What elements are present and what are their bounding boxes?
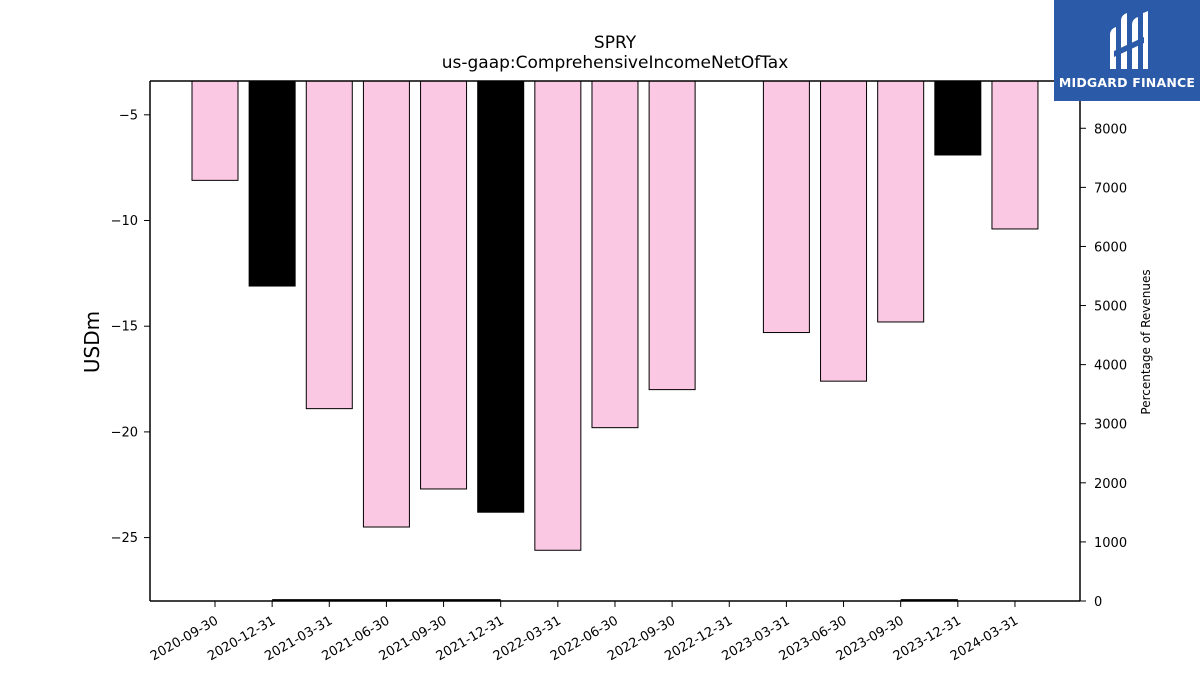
y2-tick-label: 6000 xyxy=(1094,240,1127,255)
y-axis-label: USDm xyxy=(80,311,104,373)
bar-2023-09-30 xyxy=(877,80,925,323)
y2-tick-label: 4000 xyxy=(1094,359,1127,374)
chart-subtitle: us-gaap:ComprehensiveIncomeNetOfTax xyxy=(442,53,789,73)
y-tick-label: −10 xyxy=(111,214,138,229)
bar-2022-06-30 xyxy=(591,80,639,429)
bar-2021-03-31 xyxy=(305,80,353,410)
chart-title: SPRY xyxy=(594,33,637,53)
bars-group xyxy=(191,80,1039,551)
midgard-logo-icon xyxy=(1110,11,1148,69)
bar-2023-06-30 xyxy=(820,80,868,382)
y2-axis-label: Percentage of Revenues xyxy=(1139,269,1153,414)
bar-2024-03-31 xyxy=(991,80,1039,230)
bar-2020-12-31 xyxy=(248,80,296,287)
brand-logo: MIDGARD FINANCE xyxy=(1054,0,1200,101)
y2-tick-label: 0 xyxy=(1094,595,1102,610)
y2-tick-label: 7000 xyxy=(1094,181,1127,196)
bar-2022-03-31 xyxy=(534,80,582,551)
y-tick-label: −20 xyxy=(111,425,138,440)
bar-2021-09-30 xyxy=(420,80,468,490)
bar-2020-09-30 xyxy=(191,80,239,181)
bar-2023-12-31 xyxy=(934,80,982,156)
y2-tick-label: 2000 xyxy=(1094,477,1127,492)
y-tick-label: −15 xyxy=(111,320,138,335)
y2-tick-label: 3000 xyxy=(1094,418,1127,433)
bar-2022-09-30 xyxy=(648,80,696,391)
y2-tick-label: 5000 xyxy=(1094,300,1127,315)
logo-name: MIDGARD FINANCE xyxy=(1058,75,1196,90)
bar-2021-06-30 xyxy=(362,80,410,528)
bar-2021-12-31 xyxy=(477,80,525,513)
y-tick-label: −5 xyxy=(119,108,138,123)
y2-tick-label: 1000 xyxy=(1094,536,1127,551)
y2-tick-label: 8000 xyxy=(1094,122,1127,137)
y-tick-label: −25 xyxy=(111,531,138,546)
bar-2023-03-31 xyxy=(762,80,810,334)
